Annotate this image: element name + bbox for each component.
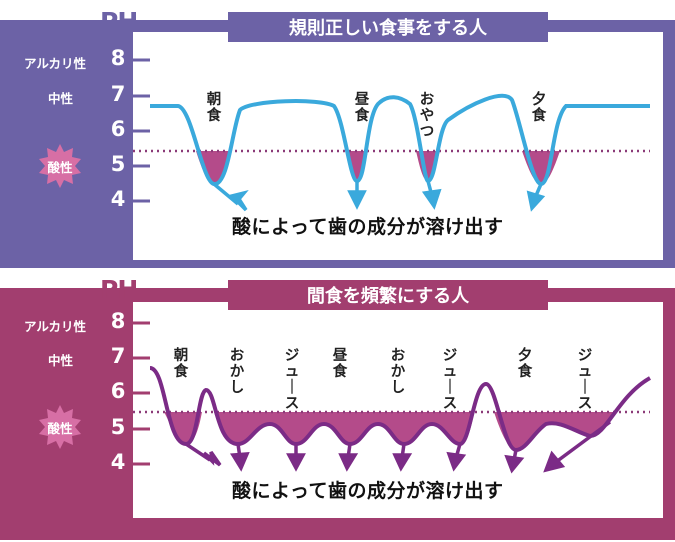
frequent-meal-label-sweets-2: おかし xyxy=(390,348,406,396)
frequent-tick-5: 5 xyxy=(110,415,126,439)
frequent-arrows xyxy=(185,420,612,474)
regular-acid-fill-lunch xyxy=(346,151,368,181)
regular-acid-fill-breakfast xyxy=(196,151,232,184)
regular-tick-6: 6 xyxy=(110,117,126,141)
frequent-meal-label-juice-2: ジュ｜ス xyxy=(442,348,458,412)
frequent-ph-curve xyxy=(149,366,652,453)
starburst-icon xyxy=(39,405,81,449)
regular-tick-7: 7 xyxy=(110,82,126,106)
frequent-neutral-label: 中性 xyxy=(48,353,74,368)
regular-meal-label-lunch: 昼食 xyxy=(354,92,370,124)
frequent-meal-label-juice-1: ジュ｜ス xyxy=(284,348,300,412)
frequent-caption: 酸によって歯の成分が溶け出す xyxy=(232,480,504,502)
regular-ph-curve xyxy=(150,93,650,187)
regular-alkaline-label: アルカリ性 xyxy=(24,56,87,71)
frequent-acidic-label: 酸性 xyxy=(47,420,73,436)
frequent-meal-label-juice-3: ジュ｜ス xyxy=(577,348,593,412)
frequent-title-banner: 間食を頻繁にする人 xyxy=(228,280,548,310)
regular-meal-label-snack: おやつ xyxy=(419,92,435,140)
starburst-icon xyxy=(39,144,81,188)
regular-caption: 酸によって歯の成分が溶け出す xyxy=(232,216,504,238)
frequent-meal-label-breakfast: 朝食 xyxy=(173,348,189,380)
frequent-tick-8: 8 xyxy=(110,309,126,333)
frequent-alkaline-label: アルカリ性 xyxy=(24,319,87,334)
regular-ph-axis-label: PH xyxy=(100,7,138,36)
frequent-panel-frame xyxy=(0,288,675,540)
regular-title-banner: 規則正しい食事をする人 xyxy=(228,12,548,42)
regular-panel-frame xyxy=(0,20,675,268)
frequent-meal-label-sweets-1: おかし xyxy=(229,348,245,396)
frequent-meal-label-lunch: 昼食 xyxy=(332,348,348,380)
frequent-acidic-badge: 酸性 xyxy=(38,405,82,449)
frequent-ph-axis-label: PH xyxy=(100,275,138,304)
regular-eating-panel: PH 規則正しい食事をする人 アルカリ性 中性 酸性 8 7 6 5 4 朝食 … xyxy=(0,0,675,268)
frequent-tick-4: 4 xyxy=(110,450,126,474)
regular-acidic-badge: 酸性 xyxy=(38,144,82,188)
frequent-axis-ticks xyxy=(133,321,150,466)
regular-neutral-label: 中性 xyxy=(48,91,74,106)
frequent-meal-label-dinner: 夕食 xyxy=(517,348,533,380)
frequent-tick-6: 6 xyxy=(110,379,126,403)
regular-tick-8: 8 xyxy=(110,46,126,70)
regular-acidic-label: 酸性 xyxy=(47,159,73,175)
regular-arrows xyxy=(212,180,546,212)
regular-tick-5: 5 xyxy=(110,152,126,176)
regular-axis-ticks xyxy=(133,58,150,203)
frequent-tick-7: 7 xyxy=(110,344,126,368)
regular-meal-label-dinner: 夕食 xyxy=(531,92,547,124)
regular-tick-4: 4 xyxy=(110,187,126,211)
regular-meal-label-breakfast: 朝食 xyxy=(206,92,222,124)
frequent-snacking-panel: PH 間食を頻繁にする人 アルカリ性 中性 酸性 8 7 6 5 4 朝食 おか… xyxy=(0,272,675,542)
